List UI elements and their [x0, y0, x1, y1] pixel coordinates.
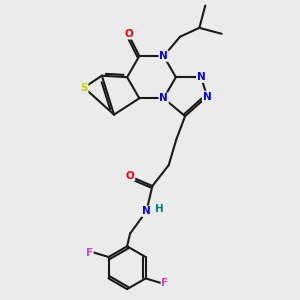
Text: N: N — [197, 72, 206, 82]
Text: F: F — [86, 248, 93, 257]
Text: N: N — [142, 206, 151, 216]
Text: O: O — [126, 171, 134, 181]
Text: F: F — [161, 278, 169, 288]
Text: N: N — [159, 93, 168, 103]
Text: O: O — [124, 29, 133, 39]
Text: N: N — [203, 92, 212, 101]
Text: N: N — [159, 51, 168, 61]
Text: H: H — [154, 204, 163, 214]
Text: S: S — [80, 82, 88, 93]
